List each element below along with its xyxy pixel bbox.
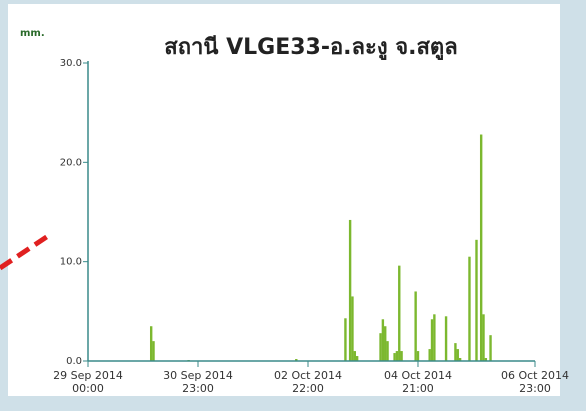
map-route	[0, 236, 48, 268]
bar	[445, 316, 447, 361]
bar	[480, 135, 482, 361]
y-axis-label: mm.	[20, 28, 45, 39]
x-tick-label: 30 Sep 2014 23:00	[153, 369, 243, 395]
x-tick-label: 04 Oct 2014 21:00	[373, 369, 463, 395]
bar	[349, 220, 351, 361]
chart: mm. สถานี VLGE33-อ.ละงู จ.สตูล 0.0 10.0 20…	[0, 0, 586, 411]
bar	[400, 351, 402, 361]
bar	[475, 240, 477, 361]
bar	[414, 291, 416, 361]
bar	[152, 341, 154, 361]
bar	[457, 349, 459, 361]
bar	[150, 326, 152, 361]
bar	[433, 314, 435, 361]
bar	[482, 314, 484, 361]
screen: mm. สถานี VLGE33-อ.ละงู จ.สตูล 0.0 10.0 20…	[0, 0, 586, 411]
bar	[417, 351, 419, 361]
bar	[351, 296, 353, 361]
y-tick-label: 0.0	[66, 356, 82, 367]
bar	[384, 326, 386, 361]
bar	[382, 319, 384, 361]
y-tick-label: 30.0	[60, 58, 82, 69]
bar	[398, 266, 400, 361]
bar	[354, 351, 356, 361]
x-tick-label: 29 Sep 2014 00:00	[43, 369, 133, 395]
bar	[396, 351, 398, 361]
bar	[344, 318, 346, 361]
bar	[386, 341, 388, 361]
bar	[489, 335, 491, 361]
y-tick-label: 20.0	[60, 157, 82, 168]
y-tick-label: 10.0	[60, 257, 82, 268]
bar	[379, 333, 381, 361]
x-tick-label: 02 Oct 2014 22:00	[263, 369, 353, 395]
bar	[428, 349, 430, 361]
bar	[454, 343, 456, 361]
bar	[468, 257, 470, 361]
bar	[393, 353, 395, 361]
x-tick-label: 06 Oct 2014 23:00	[490, 369, 580, 395]
bar	[431, 319, 433, 361]
chart-title: สถานี VLGE33-อ.ละงู จ.สตูล	[164, 35, 457, 61]
